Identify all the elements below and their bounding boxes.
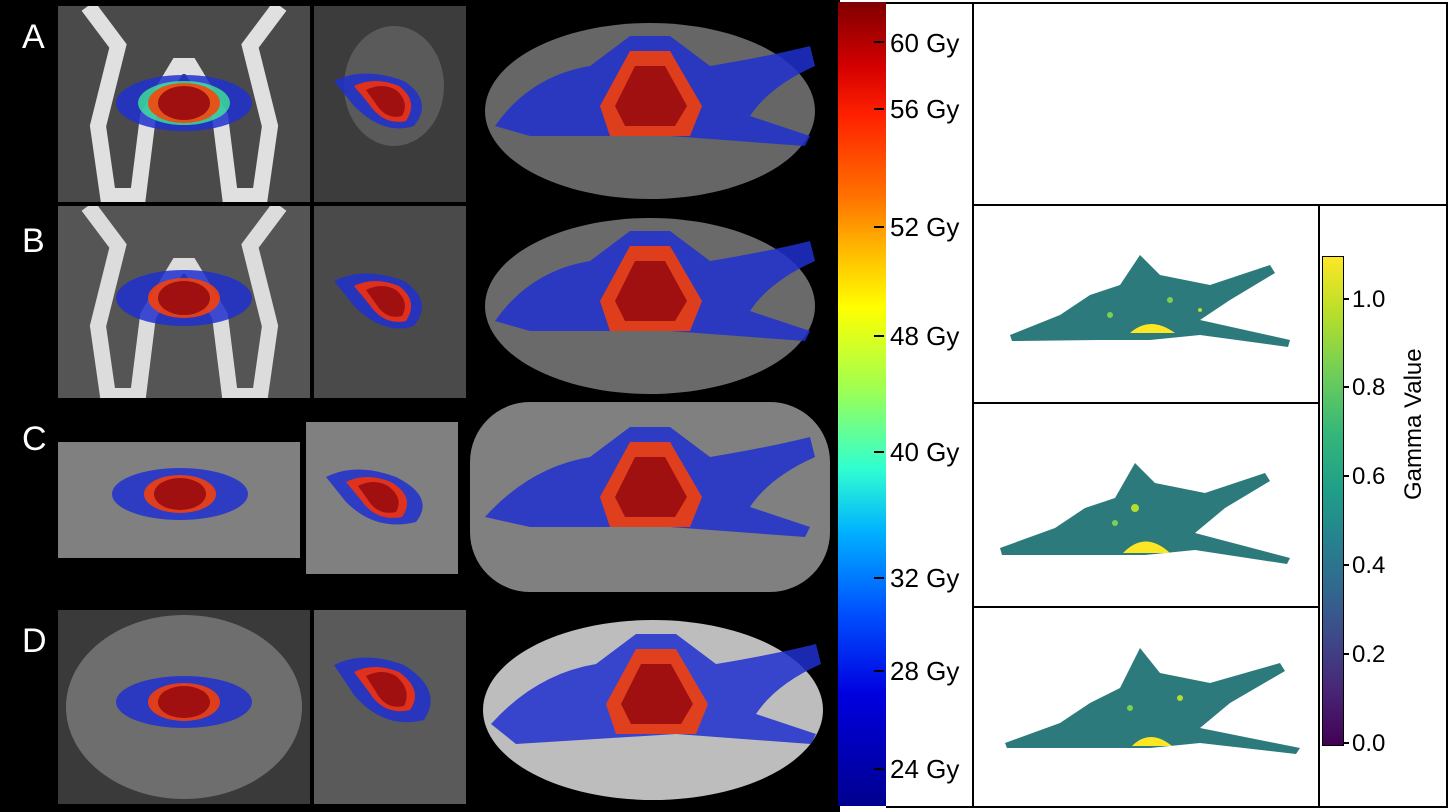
gamma-tick-label-0.6: 0.6 [1352, 463, 1386, 490]
row-d-axial-mri-dose-image [476, 614, 830, 806]
row-c-axial-segmented-dose-image [470, 402, 830, 602]
dose-tick [874, 108, 884, 110]
dose-label-60: 60 Gy [890, 28, 960, 58]
gamma-tick-label-0.8: 0.8 [1352, 374, 1386, 401]
gamma-map-d-cell [972, 606, 1320, 808]
row-c-coronal-segmented-dose-image [58, 402, 310, 558]
gamma-tick [1343, 564, 1349, 566]
dose-label-56: 56 Gy [890, 94, 960, 124]
dose-tick [874, 41, 884, 43]
gamma-colorbar [1322, 256, 1344, 746]
dose-image-grid: A B C D [0, 0, 840, 812]
dose-colorbar [838, 2, 886, 806]
row-label-c: C [22, 420, 47, 458]
dose-label-52: 52 Gy [890, 212, 960, 242]
gamma-map-b [1010, 255, 1290, 347]
dose-tick [874, 451, 884, 453]
row-b-sagittal-sct-dose-image [314, 206, 466, 398]
gamma-tick [1343, 653, 1349, 655]
row-d-coronal-mri-dose-image [58, 610, 310, 804]
dose-label-frame [886, 2, 974, 808]
gamma-tick [1343, 298, 1349, 300]
row-a-coronal-ct-dose-image [58, 6, 310, 202]
dose-label-40: 40 Gy [890, 437, 960, 467]
row-b-axial-sct-dose-image [470, 206, 830, 398]
gamma-map-d [1005, 648, 1300, 754]
row-label-d: D [22, 622, 47, 660]
row-a-axial-ct-dose-image [470, 6, 830, 202]
row-label-b: B [22, 222, 45, 260]
gamma-tick [1343, 475, 1349, 477]
dose-tick [874, 226, 884, 228]
row-c-sagittal-segmented-dose-image [306, 402, 466, 574]
gamma-tick [1343, 386, 1349, 388]
gamma-empty-cell [972, 2, 1448, 206]
dose-tick [874, 335, 884, 337]
dose-tick [874, 670, 884, 672]
gamma-tick-label-0.4: 0.4 [1352, 552, 1386, 579]
gamma-colorbar-title: Gamma Value [1400, 348, 1427, 500]
gamma-tick-label-0.2: 0.2 [1352, 641, 1386, 668]
gamma-tick [1343, 742, 1349, 744]
gamma-tick-label-1.0: 1.0 [1352, 286, 1386, 313]
dose-tick [874, 768, 884, 770]
row-label-a: A [22, 18, 45, 56]
gamma-tick-label-0.0: 0.0 [1352, 730, 1386, 757]
gamma-map-c [1000, 463, 1290, 564]
dose-label-32: 32 Gy [890, 563, 960, 593]
dose-label-24: 24 Gy [890, 754, 960, 784]
dose-label-48: 48 Gy [890, 321, 960, 351]
row-a-sagittal-ct-dose-image [314, 6, 466, 202]
row-b-coronal-sct-dose-image [58, 206, 310, 398]
dose-tick [874, 577, 884, 579]
row-d-sagittal-mri-dose-image [314, 610, 466, 804]
dose-label-28: 28 Gy [890, 656, 960, 686]
